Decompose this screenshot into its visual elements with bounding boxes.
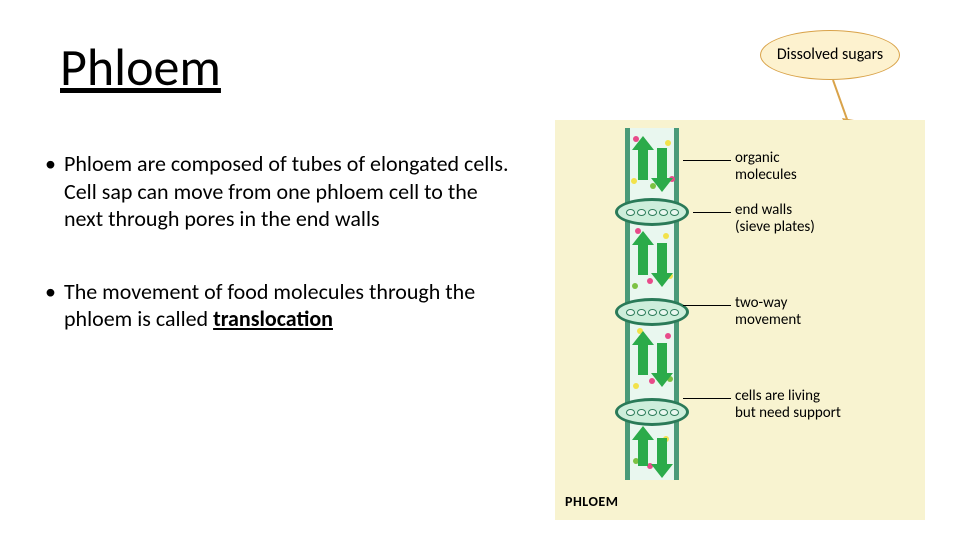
phloem-tube [625,128,679,480]
pore-icon [648,309,657,316]
pore-icon [648,209,657,216]
pore-icon [659,409,668,416]
bullet-text: Phloem are composed of tubes of elongate… [64,150,515,233]
badge-text: Dissolved sugars [777,46,883,64]
pore-icon [637,309,646,316]
pore-icon [659,209,668,216]
label-leader-line [683,305,731,306]
arrow-up-icon [638,343,648,375]
arrow-up-icon [638,148,648,180]
bullet-dot-icon: • [45,278,56,333]
arrow-down-icon [657,343,667,375]
pore-icon [670,309,679,316]
label-leader-line [683,160,731,161]
sieve-plate [615,298,689,326]
pore-icon [670,409,679,416]
pore-icon [637,209,646,216]
diagram-label: end walls(sieve plates) [735,202,815,237]
diagram-label: organicmolecules [735,150,797,185]
diagram-caption: PHLOEM [565,493,619,510]
bullet-dot-icon: • [45,150,56,233]
diagram-label: two-waymovement [735,295,801,330]
organic-molecule-dot [663,233,669,239]
page-title: Phloem [60,35,221,99]
bullet-text: The movement of food molecules through t… [64,278,515,333]
sieve-plate [615,198,689,226]
organic-molecule-dot [665,140,671,146]
organic-molecule-dot [633,383,639,389]
label-leader-line [683,398,731,399]
bullet-list: • Phloem are composed of tubes of elonga… [45,150,515,378]
arrow-down-icon [657,243,667,275]
organic-molecule-dot [665,333,671,339]
bullet-item: • The movement of food molecules through… [45,278,515,333]
pore-icon [659,309,668,316]
pore-icon [626,309,635,316]
arrow-down-icon [657,438,667,466]
pore-icon [670,209,679,216]
arrow-up-icon [638,243,648,275]
label-leader-line [693,212,731,213]
arrow-up-icon [638,438,648,466]
pore-icon [637,409,646,416]
organic-molecule-dot [631,178,637,184]
dissolved-sugars-badge: Dissolved sugars [760,30,900,80]
pore-icon [648,409,657,416]
phloem-diagram: organicmolecules end walls(sieve plates) t… [555,120,925,520]
organic-molecule-dot [632,283,638,289]
bullet-item: • Phloem are composed of tubes of elonga… [45,150,515,233]
arrow-down-icon [657,148,667,180]
diagram-label: cells are livingbut need support [735,388,841,423]
pore-icon [626,409,635,416]
sieve-plate [615,398,689,426]
pore-icon [626,209,635,216]
